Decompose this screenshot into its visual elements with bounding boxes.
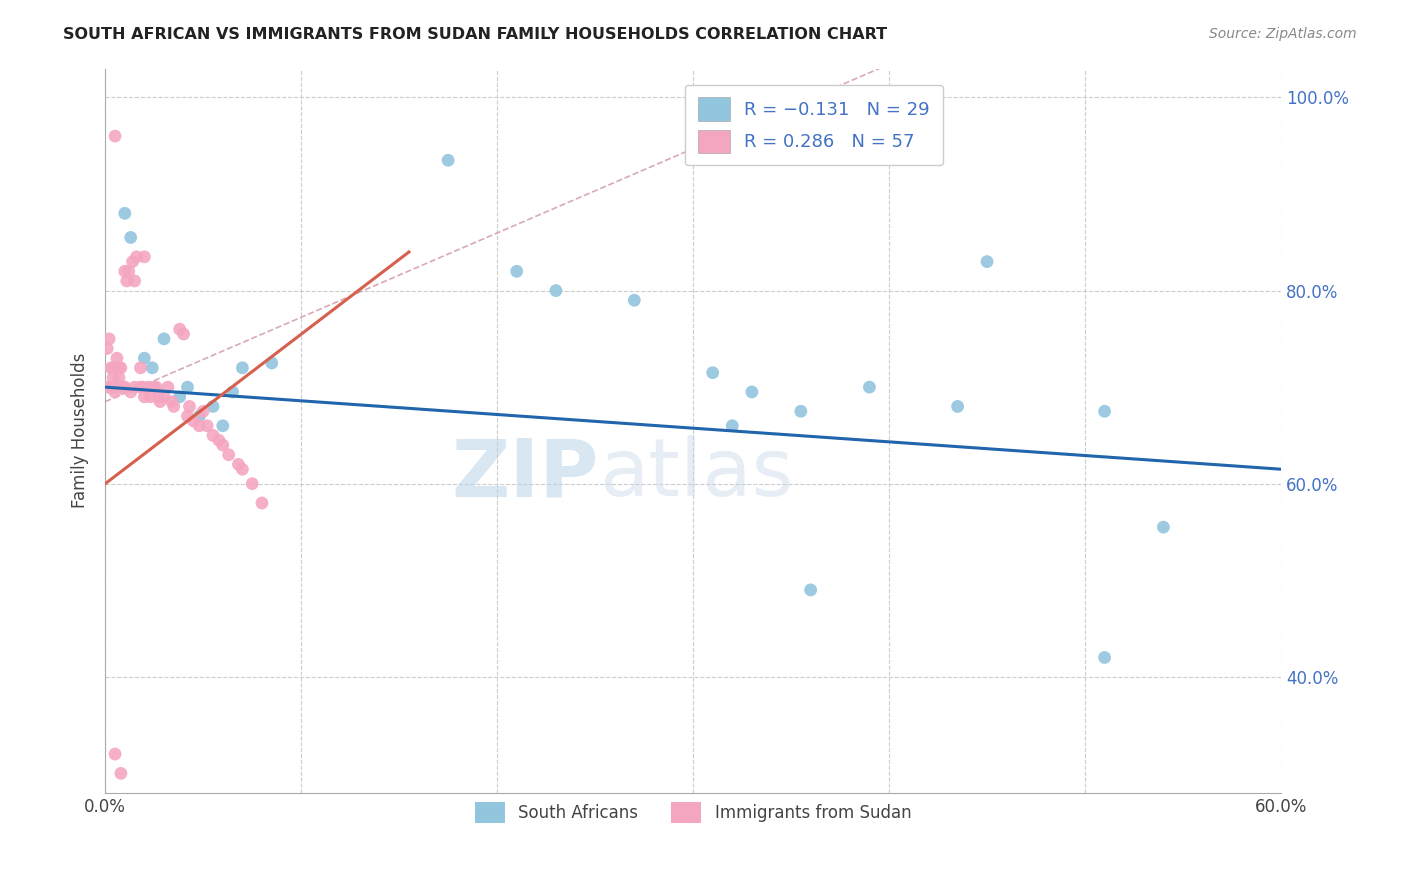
Point — [124, 380, 146, 394]
Point — [101, 360, 124, 375]
Point — [141, 360, 163, 375]
Point — [231, 360, 253, 375]
Point — [118, 264, 141, 278]
Point — [240, 476, 263, 491]
Point — [208, 434, 231, 448]
Point — [120, 384, 142, 399]
Point — [114, 380, 136, 394]
Point — [188, 418, 211, 433]
Point — [179, 400, 201, 414]
Point — [1152, 520, 1174, 534]
Point — [125, 250, 148, 264]
Point — [250, 496, 273, 510]
Point — [211, 418, 233, 433]
Point — [139, 390, 162, 404]
Point — [124, 274, 146, 288]
Point — [218, 448, 240, 462]
Point — [108, 360, 131, 375]
Point — [104, 129, 127, 144]
Point — [110, 360, 132, 375]
Point — [104, 747, 127, 761]
Point — [169, 322, 191, 336]
Point — [946, 400, 969, 414]
Point — [188, 409, 211, 423]
Point — [104, 380, 127, 394]
Point — [96, 342, 118, 356]
Point — [1094, 650, 1116, 665]
Point — [98, 332, 121, 346]
Point — [623, 293, 645, 308]
Point — [201, 400, 224, 414]
Point — [1094, 404, 1116, 418]
Point — [100, 380, 122, 394]
Point — [100, 360, 122, 375]
Point — [146, 390, 169, 404]
Point — [260, 356, 283, 370]
Point — [153, 332, 176, 346]
Point — [163, 400, 186, 414]
Point — [114, 264, 136, 278]
Point — [105, 351, 128, 366]
Point — [228, 458, 250, 472]
Point — [195, 418, 218, 433]
Point — [145, 380, 167, 394]
Text: Source: ZipAtlas.com: Source: ZipAtlas.com — [1209, 27, 1357, 41]
Point — [110, 766, 132, 780]
Point — [134, 250, 156, 264]
Point — [221, 384, 243, 399]
Text: ZIP: ZIP — [451, 435, 599, 513]
Point — [173, 326, 195, 341]
Point — [437, 153, 460, 168]
Point — [131, 380, 153, 394]
Point — [160, 394, 183, 409]
Point — [211, 438, 233, 452]
Point — [129, 360, 152, 375]
Point — [183, 414, 205, 428]
Point — [193, 404, 215, 418]
Text: atlas: atlas — [599, 435, 793, 513]
Point — [101, 370, 124, 384]
Text: SOUTH AFRICAN VS IMMIGRANTS FROM SUDAN FAMILY HOUSEHOLDS CORRELATION CHART: SOUTH AFRICAN VS IMMIGRANTS FROM SUDAN F… — [63, 27, 887, 42]
Point — [111, 380, 134, 394]
Point — [741, 384, 763, 399]
Point — [176, 409, 198, 423]
Point — [129, 380, 152, 394]
Y-axis label: Family Households: Family Households — [72, 353, 89, 508]
Point — [149, 394, 172, 409]
Point — [201, 428, 224, 442]
Point — [790, 404, 813, 418]
Point — [176, 380, 198, 394]
Point — [169, 390, 191, 404]
Point — [114, 206, 136, 220]
Point — [110, 380, 132, 394]
Point — [121, 254, 143, 268]
Point — [506, 264, 529, 278]
Point — [153, 390, 176, 404]
Point — [136, 380, 159, 394]
Point — [104, 384, 127, 399]
Legend: South Africans, Immigrants from Sudan: South Africans, Immigrants from Sudan — [463, 790, 924, 835]
Point — [976, 254, 998, 268]
Point — [858, 380, 880, 394]
Point — [231, 462, 253, 476]
Point — [120, 230, 142, 244]
Point — [544, 284, 567, 298]
Point — [143, 380, 166, 394]
Point — [800, 582, 823, 597]
Point — [98, 380, 121, 394]
Point — [108, 370, 131, 384]
Point — [98, 380, 121, 394]
Point — [721, 418, 744, 433]
Point — [156, 380, 179, 394]
Point — [105, 360, 128, 375]
Point — [115, 274, 138, 288]
Point — [134, 351, 156, 366]
Point — [702, 366, 724, 380]
Point — [134, 390, 156, 404]
